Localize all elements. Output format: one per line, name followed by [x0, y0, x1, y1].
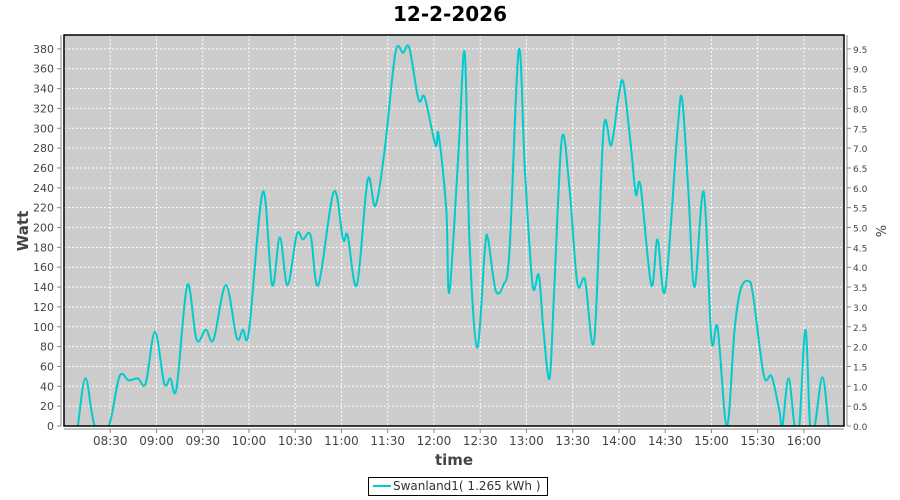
x-tick-label: 09:30: [185, 434, 220, 448]
y2-tick-label: 2.0: [853, 344, 868, 354]
y-tick-label: 120: [33, 301, 54, 314]
y2-tick-label: 9.0: [853, 66, 868, 76]
x-tick-label: 10:00: [232, 434, 267, 448]
x-tick-label: 09:00: [139, 434, 174, 448]
x-tick-label: 15:30: [740, 434, 775, 448]
y2-tick-label: 6.0: [853, 185, 868, 195]
y2-tick-label: 6.5: [853, 165, 867, 175]
y-tick-label: 20: [40, 400, 54, 413]
y2-tick-label: 3.0: [853, 304, 868, 314]
x-tick-label: 13:30: [555, 434, 590, 448]
y-tick-label: 280: [33, 142, 54, 155]
y-tick-label: 240: [33, 182, 54, 195]
y2-tick-label: 1.0: [853, 383, 868, 393]
y2-tick-label: 0.0: [853, 423, 868, 433]
x-tick-label: 11:30: [370, 434, 405, 448]
y2-tick-label: 1.5: [853, 363, 867, 373]
legend: Swanland1( 1.265 kWh ): [368, 477, 548, 496]
y2-tick-label: 8.5: [853, 86, 867, 96]
y2-tick-label: 4.5: [853, 244, 867, 254]
x-tick-label: 12:30: [463, 434, 498, 448]
y-tick-label: 340: [33, 83, 54, 96]
y-tick-label: 320: [33, 102, 54, 115]
x-tick-label: 14:00: [602, 434, 637, 448]
y-tick-label: 180: [33, 241, 54, 254]
y2-axis-label: %: [872, 225, 887, 237]
y-tick-label: 0: [47, 420, 54, 433]
y2-tick-label: 5.5: [853, 205, 867, 215]
y2-tick-label: 9.5: [853, 46, 867, 56]
y-axis-label: Watt: [14, 211, 32, 251]
y-tick-label: 160: [33, 261, 54, 274]
series-line-0: [76, 44, 830, 426]
y2-tick-label: 4.0: [853, 264, 868, 274]
y2-tick-label: 7.0: [853, 145, 868, 155]
x-axis-label: time: [435, 451, 473, 469]
x-tick-label: 10:30: [278, 434, 313, 448]
y2-tick-label: 8.0: [853, 105, 868, 115]
legend-swatch: [373, 485, 391, 487]
y-tick-label: 360: [33, 63, 54, 76]
axes: 0 20 40 60 80 100 120 140 160 180 200 220 240 260 280 3…: [33, 43, 868, 448]
plot-border: [63, 34, 845, 427]
y-tick-label: 140: [33, 281, 54, 294]
y-tick-label: 260: [33, 162, 54, 175]
y-tick-label: 220: [33, 202, 54, 215]
y2-tick-label: 7.5: [853, 125, 867, 135]
x-tick-label: 08:30: [93, 434, 128, 448]
x-tick-label: 16:00: [787, 434, 822, 448]
x-tick-label: 15:00: [694, 434, 729, 448]
y-tick-label: 200: [33, 222, 54, 235]
y-tick-label: 40: [40, 380, 54, 393]
x-tick-label: 11:00: [324, 434, 359, 448]
y-tick-label: 60: [40, 360, 54, 373]
legend-label: Swanland1( 1.265 kWh ): [393, 479, 541, 493]
chart-title: 12-2-2026: [392, 2, 507, 26]
x-tick-label: 14:30: [648, 434, 683, 448]
y-tick-label: 80: [40, 341, 54, 354]
y-tick-label: 100: [33, 321, 54, 334]
y-tick-label: 380: [33, 43, 54, 56]
y2-tick-label: 3.5: [853, 284, 867, 294]
series-group: [76, 44, 830, 426]
y2-tick-label: 0.5: [853, 403, 867, 413]
y-tick-label: 300: [33, 122, 54, 135]
y2-tick-label: 2.5: [853, 324, 867, 334]
y2-tick-label: 5.0: [853, 225, 868, 235]
x-tick-label: 12:00: [417, 434, 452, 448]
x-tick-label: 13:00: [509, 434, 544, 448]
